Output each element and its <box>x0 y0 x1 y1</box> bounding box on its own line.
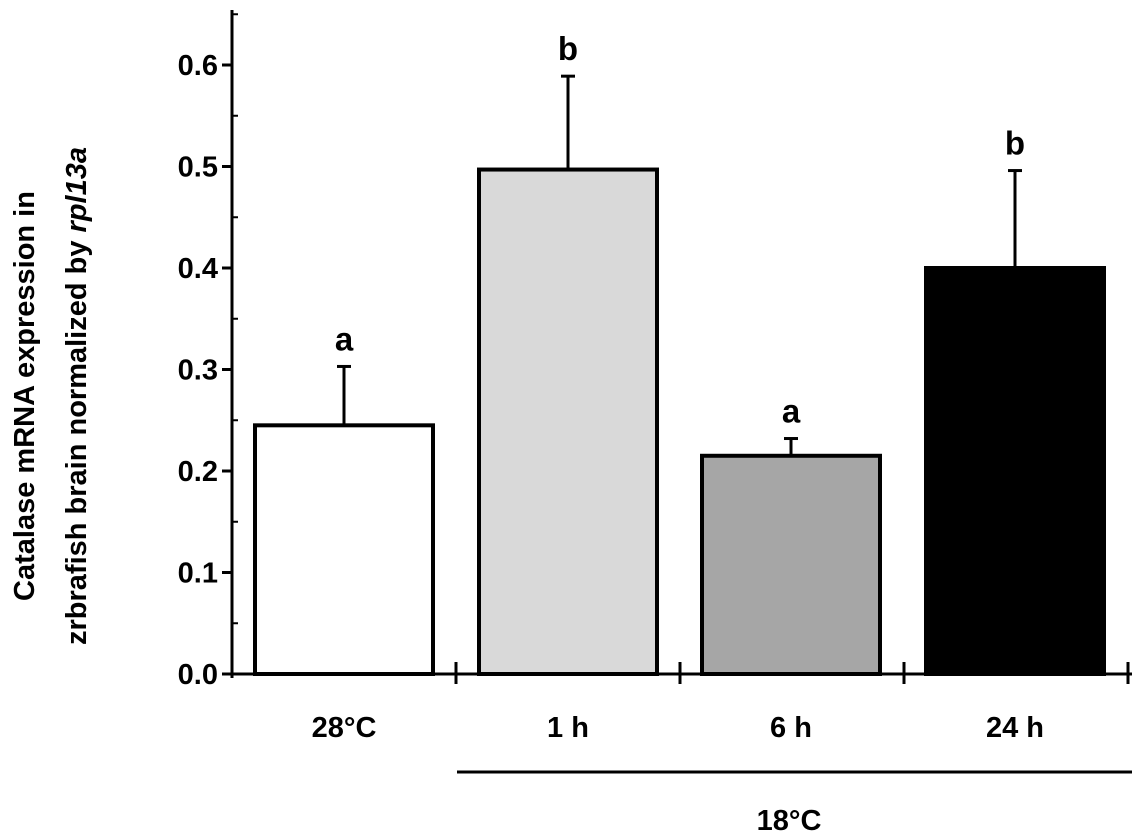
significance-label: a <box>782 393 801 430</box>
y-tick-label: 0.3 <box>178 355 218 387</box>
significance-label: a <box>335 320 354 357</box>
bar <box>477 167 659 676</box>
y-tick-label: 0.4 <box>178 253 218 285</box>
x-tick-label: 24 h <box>986 712 1044 744</box>
y-axis-title-line1: Catalase mRNA expression in <box>9 191 41 601</box>
y-tick-label: 0.0 <box>178 659 218 691</box>
y-axis-title: Catalase mRNA expression in zrbrafish br… <box>9 147 93 645</box>
y-axis-title-line2-italic: rpl13a <box>61 147 93 232</box>
bar <box>700 453 882 676</box>
y-tick-label: 0.6 <box>178 50 218 82</box>
significance-label: b <box>558 30 578 67</box>
y-axis-title-line2-text: zrbrafish brain normalized by <box>61 232 93 645</box>
bar <box>253 423 435 677</box>
x-tick-label: 6 h <box>770 712 812 744</box>
bar <box>924 266 1106 676</box>
y-tick-label: 0.2 <box>178 456 218 488</box>
y-tick-label: 0.1 <box>178 558 218 590</box>
significance-label: b <box>1005 125 1025 162</box>
y-axis-title-line2: zrbrafish brain normalized by rpl13a <box>61 147 93 645</box>
y-tick-label: 0.5 <box>178 152 218 184</box>
x-tick-label: 28°C <box>312 712 377 744</box>
x-tick-label: 1 h <box>547 712 589 744</box>
plot-area: 0.0 0.1 0.2 0.3 0.4 0.5 0.6 a 28°C b 1 h a 6 h b 24 h <box>178 10 1132 744</box>
group-label: 18°C <box>757 805 822 837</box>
